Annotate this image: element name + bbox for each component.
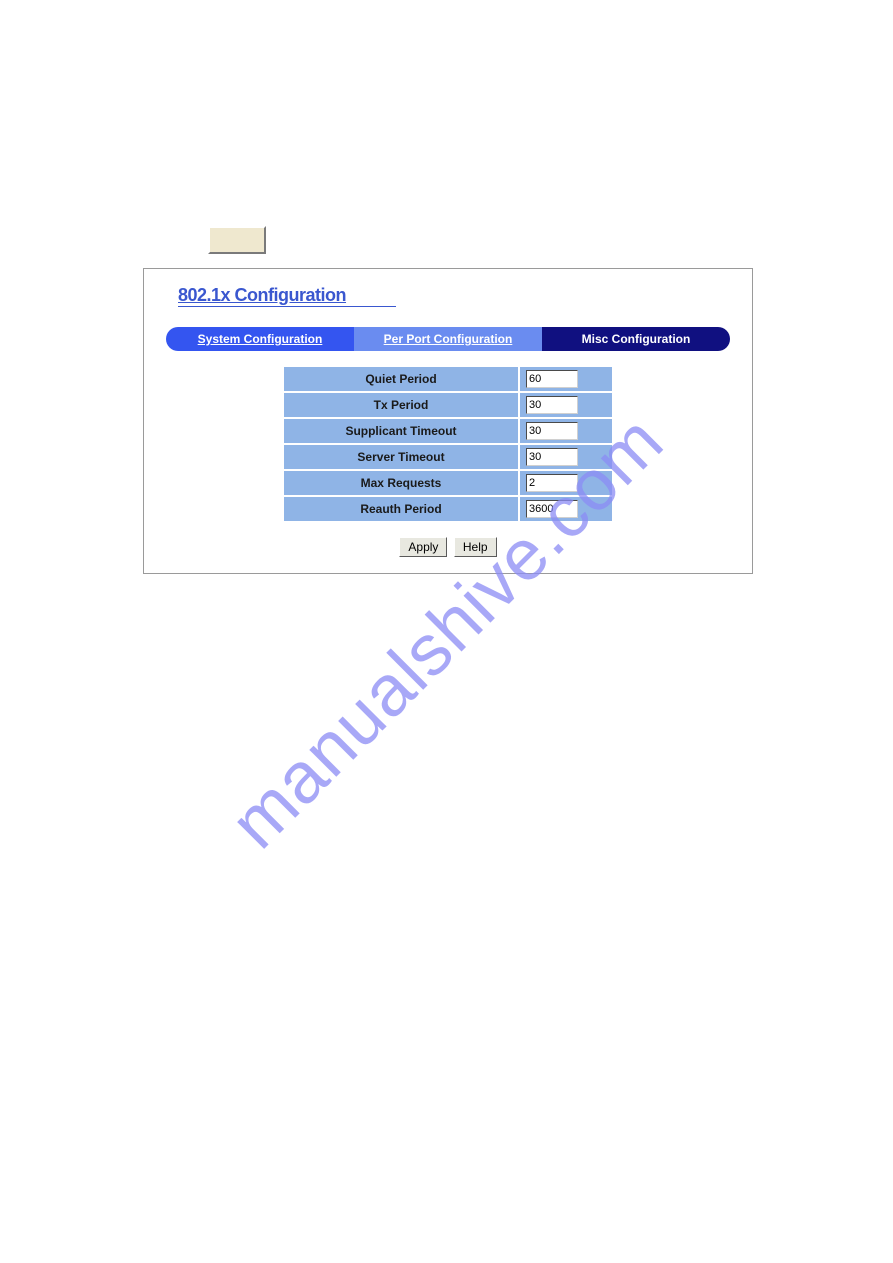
reauth-period-label: Reauth Period xyxy=(283,496,519,522)
table-row: Tx Period xyxy=(283,392,613,418)
tab-system-configuration[interactable]: System Configuration xyxy=(166,327,354,351)
quiet-period-cell xyxy=(519,366,613,392)
quiet-period-label: Quiet Period xyxy=(283,366,519,392)
apply-button[interactable]: Apply xyxy=(399,537,447,557)
beveled-placeholder xyxy=(208,226,266,254)
max-requests-label: Max Requests xyxy=(283,470,519,496)
reauth-period-input[interactable] xyxy=(526,500,578,518)
help-button[interactable]: Help xyxy=(454,537,497,557)
server-timeout-cell xyxy=(519,444,613,470)
tab-per-port-configuration[interactable]: Per Port Configuration xyxy=(354,327,542,351)
tab-bar: System Configuration Per Port Configurat… xyxy=(166,327,730,351)
table-row: Quiet Period xyxy=(283,366,613,392)
table-row: Server Timeout xyxy=(283,444,613,470)
panel-title: 802.1x Configuration xyxy=(178,285,396,307)
tx-period-input[interactable] xyxy=(526,396,578,414)
reauth-period-cell xyxy=(519,496,613,522)
supplicant-timeout-cell xyxy=(519,418,613,444)
table-row: Supplicant Timeout xyxy=(283,418,613,444)
supplicant-timeout-label: Supplicant Timeout xyxy=(283,418,519,444)
tab-misc-label: Misc Configuration xyxy=(582,332,691,346)
tab-perport-label: Per Port Configuration xyxy=(384,332,513,346)
max-requests-input[interactable] xyxy=(526,474,578,492)
button-row: Apply Help xyxy=(144,537,752,557)
table-row: Reauth Period xyxy=(283,496,613,522)
supplicant-timeout-input[interactable] xyxy=(526,422,578,440)
max-requests-cell xyxy=(519,470,613,496)
server-timeout-input[interactable] xyxy=(526,448,578,466)
config-table: Quiet Period Tx Period Supplicant Timeou… xyxy=(282,365,614,523)
config-panel: 802.1x Configuration System Configuratio… xyxy=(143,268,753,574)
tab-misc-configuration[interactable]: Misc Configuration xyxy=(542,327,730,351)
tx-period-label: Tx Period xyxy=(283,392,519,418)
tab-system-label: System Configuration xyxy=(198,332,323,346)
table-row: Max Requests xyxy=(283,470,613,496)
quiet-period-input[interactable] xyxy=(526,370,578,388)
server-timeout-label: Server Timeout xyxy=(283,444,519,470)
tx-period-cell xyxy=(519,392,613,418)
